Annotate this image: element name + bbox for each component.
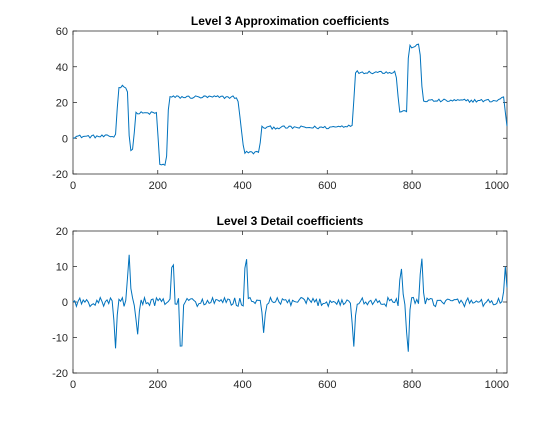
x-tick-label: 400 [233,180,251,192]
x-tick-label: 800 [403,180,421,192]
x-tick-label: 200 [149,180,167,192]
x-tick-label: 1000 [485,379,509,391]
x-tick-label: 0 [70,180,76,192]
y-tick-label: 10 [56,262,68,274]
series-line [72,43,508,167]
y-tick-label: -20 [52,169,68,181]
x-tick-label: 400 [233,379,251,391]
y-tick-label: -20 [52,368,68,380]
x-tick-label: 600 [318,180,336,192]
y-tick-label: 0 [62,297,68,309]
y-tick-label: 20 [56,98,68,110]
y-tick-label: 20 [56,226,68,238]
y-tick-label: 0 [62,133,68,145]
axes-box [72,30,508,175]
y-tick-label: 60 [56,26,68,38]
x-tick-label: 0 [70,379,76,391]
chart-title: Level 3 Approximation coefficients [191,14,390,28]
x-tick-label: 800 [403,379,421,391]
y-tick-label: 40 [56,62,68,74]
y-tick-label: -10 [52,333,68,345]
series-line [72,254,508,352]
chart-title: Level 3 Detail coefficients [217,214,364,228]
x-tick-label: 200 [149,379,167,391]
x-tick-label: 600 [318,379,336,391]
x-tick-label: 1000 [485,180,509,192]
